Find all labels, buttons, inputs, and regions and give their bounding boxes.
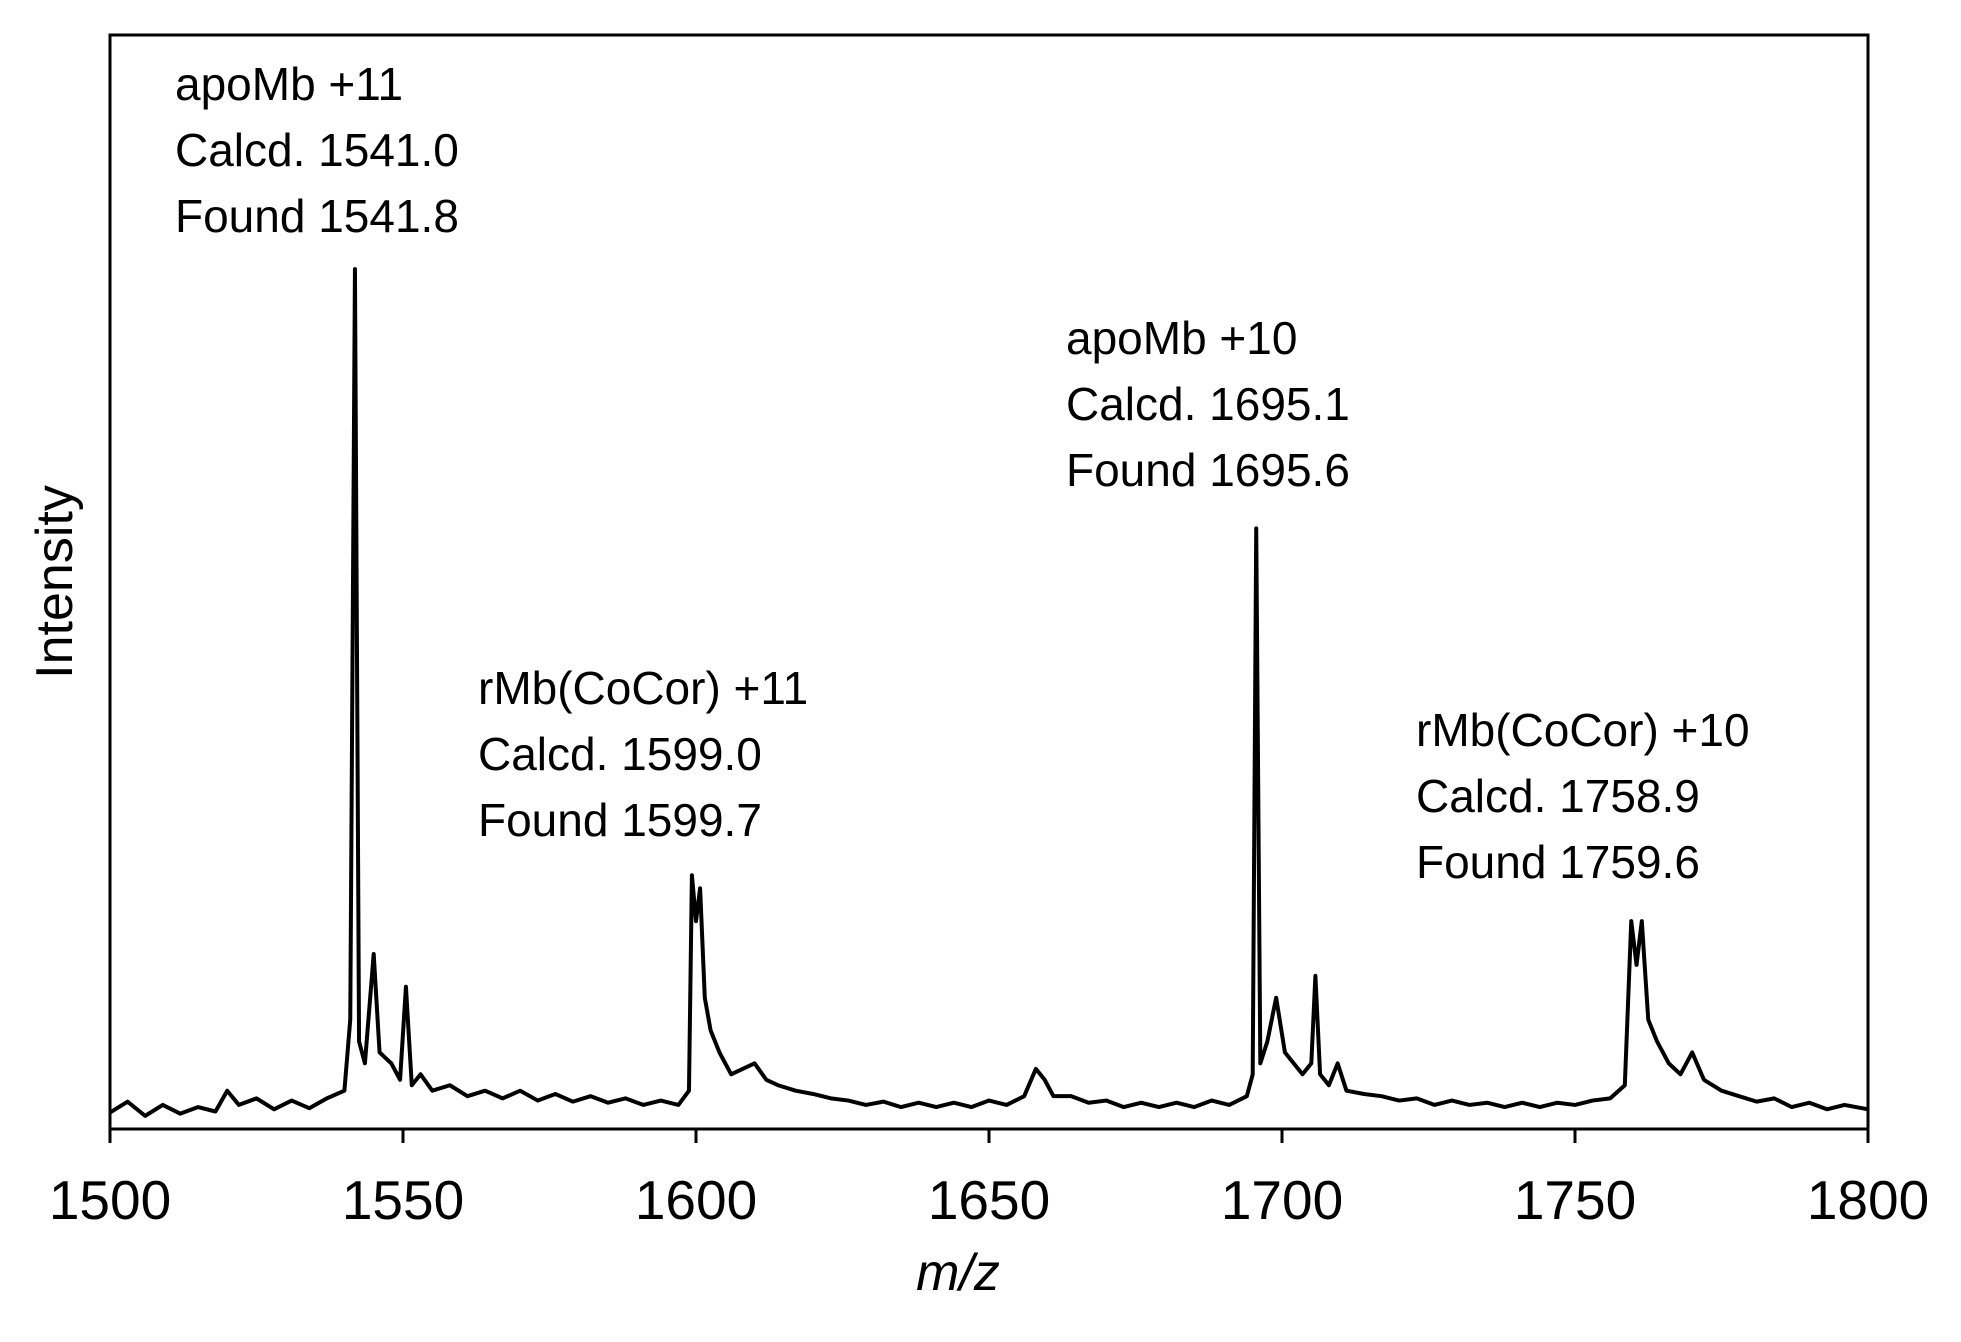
peak-annotation: apoMb +10 — [1066, 312, 1297, 364]
x-tick-label: 1500 — [49, 1169, 171, 1231]
peak-annotation: Found 1695.6 — [1066, 444, 1350, 496]
y-axis-label: Intensity — [26, 485, 84, 679]
x-tick-label: 1800 — [1807, 1169, 1929, 1231]
x-tick-label: 1650 — [928, 1169, 1050, 1231]
x-tick-label: 1750 — [1514, 1169, 1636, 1231]
peak-annotation: rMb(CoCor) +10 — [1416, 704, 1750, 756]
peak-annotation: Found 1759.6 — [1416, 836, 1700, 888]
peak-annotation: Found 1599.7 — [478, 794, 762, 846]
peak-annotation: Calcd. 1695.1 — [1066, 378, 1350, 430]
spectrum-line — [108, 267, 1869, 1118]
peak-annotation: rMb(CoCor) +11 — [478, 662, 808, 714]
x-tick-label: 1700 — [1221, 1169, 1343, 1231]
peak-annotation: Calcd. 1541.0 — [175, 124, 459, 176]
peak-annotation: Calcd. 1599.0 — [478, 728, 762, 780]
peak-annotation: apoMb +11 — [175, 58, 403, 110]
peak-annotation: Found 1541.8 — [175, 190, 459, 242]
x-tick-label: 1550 — [342, 1169, 464, 1231]
peak-annotation: Calcd. 1758.9 — [1416, 770, 1700, 822]
x-axis-label: m/z — [916, 1244, 1000, 1302]
x-tick-label: 1600 — [635, 1169, 757, 1231]
